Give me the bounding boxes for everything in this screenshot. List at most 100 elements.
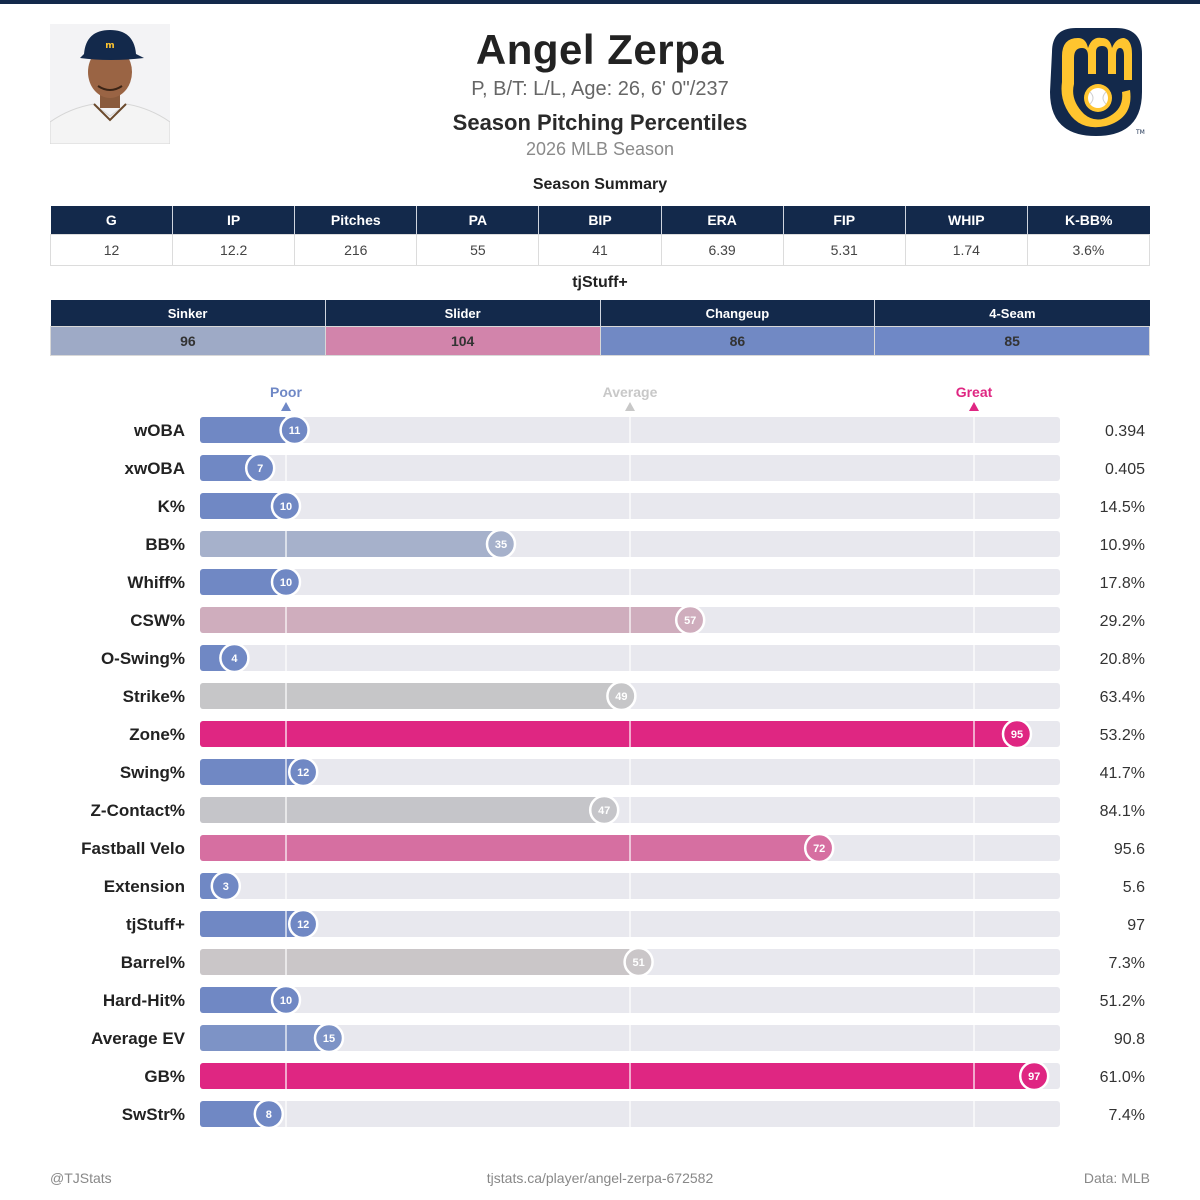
percentile-bar <box>200 1063 1035 1089</box>
percentile-label: 10 <box>280 577 292 589</box>
stat-value: 90.8 <box>1114 1031 1145 1048</box>
percentile-label: 8 <box>266 1109 272 1121</box>
summary-val-ip: 12.2 <box>172 234 296 266</box>
summary-val-era: 6.39 <box>660 234 784 266</box>
summary-col-bip: BIP <box>538 206 662 235</box>
stat-value: 95.6 <box>1114 841 1145 858</box>
pitch-name-four-seam: 4-Seam <box>874 300 1150 327</box>
summary-col-pitches: Pitches <box>294 206 418 235</box>
tjstuff-table: Sinker Slider Changeup 4-Seam 96 104 86 … <box>50 300 1150 356</box>
season-label: 2026 MLB Season <box>525 139 675 159</box>
percentile-label: 11 <box>289 425 301 437</box>
pitch-name-slider: Slider <box>325 300 601 327</box>
metric-row-woba: wOBA 11 0.394 <box>133 414 1145 446</box>
percentile-bar <box>200 835 820 861</box>
percentile-dot <box>219 642 250 674</box>
summary-val-pitches: 216 <box>294 234 418 266</box>
metric-row-z-contact: Z-Contact% 47 84.1% <box>91 794 1145 826</box>
percentile-dot <box>588 794 620 826</box>
metric-label: SwStr% <box>122 1105 185 1124</box>
percentile-dot <box>674 604 706 636</box>
metric-label: Swing% <box>120 763 185 782</box>
metric-label: Z-Contact% <box>91 801 185 820</box>
marker-label-poor: Poor <box>270 384 302 400</box>
footer-url[interactable]: tjstats.ca/player/angel-zerpa-672582 <box>486 1170 714 1186</box>
metric-label: Whiff% <box>127 573 185 592</box>
stat-value: 0.405 <box>1105 461 1145 478</box>
percentile-dot <box>287 908 319 940</box>
tjstuff-title: tjStuff+ <box>572 274 628 291</box>
metric-row-tjstuff: tjStuff+ 12 97 <box>126 908 1145 940</box>
metric-label: O-Swing% <box>101 649 185 668</box>
marker-triangle-great <box>969 402 979 411</box>
stat-value: 61.0% <box>1100 1069 1145 1086</box>
percentile-label: 10 <box>280 995 292 1007</box>
summary-col-fip: FIP <box>783 206 906 235</box>
summary-val-whip: 1.74 <box>904 234 1028 266</box>
svg-text:m: m <box>105 41 114 51</box>
player-bio: P, B/T: L/L, Age: 26, 6' 0"/237 <box>471 78 729 100</box>
percentile-label: 3 <box>223 881 229 893</box>
percentile-label: 95 <box>1011 729 1023 741</box>
percentile-bar <box>200 987 286 1013</box>
percentile-bar <box>200 759 304 785</box>
summary-col-whip: WHIP <box>905 206 1028 235</box>
metric-label: Zone% <box>129 725 185 744</box>
percentile-dot <box>623 946 654 978</box>
stat-value: 10.9% <box>1100 537 1145 554</box>
pitch-name-sinker: Sinker <box>50 300 326 327</box>
metric-label: Fastball Velo <box>81 839 185 858</box>
percentile-chart: Poor Average Great wOBA 11 0.394 xwOBA 7 0.405 K%… <box>81 384 1145 1130</box>
pitch-value-sinker: 96 <box>50 326 326 356</box>
summary-table: G IP Pitches PA BIP ERA FIP WHIP K-BB% 1… <box>49 206 1151 266</box>
metric-label: BB% <box>145 535 185 554</box>
percentile-label: 12 <box>297 919 309 931</box>
percentile-label: 10 <box>280 501 292 513</box>
percentile-dot <box>1018 1060 1050 1092</box>
percentile-dot <box>253 1098 285 1130</box>
percentile-bar <box>200 531 501 557</box>
summary-value-row: 12 12.2 216 55 41 6.39 5.31 1.74 3.6% <box>49 234 1151 266</box>
stat-value: 29.2% <box>1100 613 1145 630</box>
percentile-label: 72 <box>813 843 825 855</box>
summary-header-row: G IP Pitches PA BIP ERA FIP WHIP K-BB% <box>50 206 1150 235</box>
percentile-label: 97 <box>1028 1071 1040 1083</box>
summary-val-g: 12 <box>49 234 174 266</box>
report-subtitle: Season Pitching Percentiles <box>452 110 748 135</box>
percentile-bar <box>200 797 605 823</box>
pitch-value-changeup: 86 <box>599 326 876 356</box>
percentile-bar <box>200 493 286 519</box>
metric-label: Strike% <box>123 687 185 706</box>
metric-row-gb: GB% 97 61.0% <box>144 1060 1145 1092</box>
pitch-value-slider: 104 <box>324 326 601 356</box>
summary-val-pa: 55 <box>416 234 540 266</box>
percentile-bar <box>200 1025 329 1051</box>
summary-col-ip: IP <box>172 206 296 235</box>
marker-triangle-poor <box>281 402 291 411</box>
svg-text:TM: TM <box>1135 129 1145 136</box>
stat-value: 7.4% <box>1109 1107 1145 1124</box>
metric-row-fastball-velo: Fastball Velo 72 95.6 <box>81 832 1145 864</box>
marker-triangle-average <box>625 402 635 411</box>
metric-label: GB% <box>144 1067 185 1086</box>
metric-row-k: K% 10 14.5% <box>158 490 1145 522</box>
stat-value: 53.2% <box>1100 727 1145 744</box>
percentile-label: 49 <box>615 691 627 703</box>
percentile-bar <box>200 1101 269 1127</box>
percentile-label: 57 <box>684 615 696 627</box>
metric-label: Barrel% <box>121 953 185 972</box>
stat-value: 41.7% <box>1100 765 1145 782</box>
metric-row-bb: BB% 35 10.9% <box>145 528 1145 560</box>
metric-label: Average EV <box>91 1029 186 1048</box>
metric-row-o-swing: O-Swing% 4 20.8% <box>101 642 1145 674</box>
percentile-dot <box>210 870 242 902</box>
stat-value: 14.5% <box>1100 499 1145 516</box>
stat-value: 17.8% <box>1100 575 1145 592</box>
percentile-bar <box>200 911 304 937</box>
metric-row-hard-hit: Hard-Hit% 10 51.2% <box>103 984 1145 1016</box>
stat-value: 20.8% <box>1100 651 1145 668</box>
metric-row-zone: Zone% 95 53.2% <box>129 718 1145 750</box>
summary-val-k-bb: 3.6% <box>1026 234 1151 266</box>
stat-value: 97 <box>1127 917 1145 934</box>
percentile-dot <box>279 414 310 446</box>
